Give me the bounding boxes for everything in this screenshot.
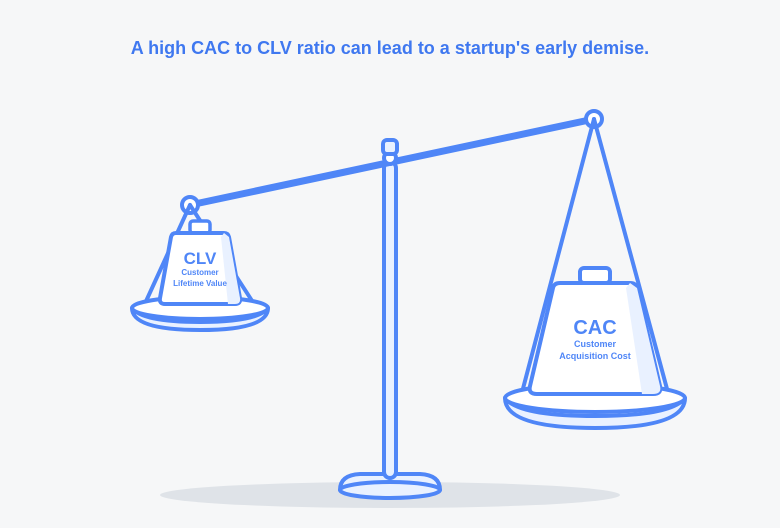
scale-pole [384, 162, 396, 478]
clv-weight [160, 221, 240, 304]
pivot-knob [383, 140, 397, 164]
infographic-canvas: A high CAC to CLV ratio can lead to a st… [0, 0, 780, 528]
scale-illustration [0, 0, 780, 528]
